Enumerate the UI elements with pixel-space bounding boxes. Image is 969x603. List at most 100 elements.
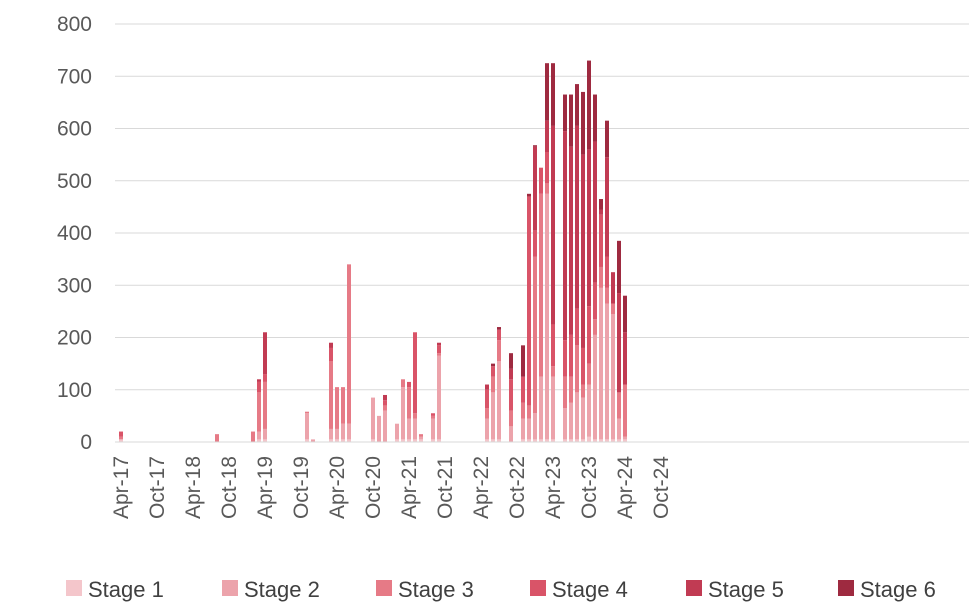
x-tick-label: Oct-23 — [578, 456, 601, 519]
bar-stack — [497, 327, 501, 442]
bar-segment — [611, 439, 615, 442]
bar-segment — [377, 415, 381, 442]
bar-segment — [491, 376, 495, 393]
bar-segment — [509, 353, 513, 369]
bar-segment — [419, 434, 423, 437]
bar-segment — [599, 266, 603, 288]
bar-segment — [533, 230, 537, 257]
bar-segment — [383, 394, 387, 401]
bar-segment — [431, 418, 435, 440]
bar-segment — [119, 431, 123, 437]
bar-segment — [545, 120, 549, 153]
bar-segment — [527, 418, 531, 440]
bar-segment — [431, 413, 435, 416]
bar-segment — [593, 141, 597, 283]
bar-stack — [419, 434, 423, 442]
bar-segment — [509, 379, 513, 411]
bar-segment — [617, 418, 621, 440]
bar-segment — [437, 439, 441, 442]
bar-segment — [527, 405, 531, 419]
bar-segment — [413, 332, 417, 414]
bar-segment — [611, 313, 615, 440]
bar-segment — [329, 347, 333, 362]
x-tick-label: Oct-18 — [218, 456, 241, 519]
bar-segment — [485, 439, 489, 442]
bar-segment — [605, 287, 609, 304]
bar-segment — [533, 146, 537, 231]
bar-stack — [545, 63, 549, 442]
bar-segment — [407, 418, 411, 440]
bar-segment — [551, 63, 555, 126]
bar-segment — [119, 439, 123, 442]
legend-swatch — [838, 580, 854, 596]
x-tick-label: Apr-24 — [614, 456, 637, 519]
bar-segment — [623, 436, 627, 440]
bar-segment — [491, 392, 495, 440]
bar-segment — [569, 94, 573, 147]
bar-stack — [533, 145, 537, 442]
bar-segment — [545, 152, 549, 184]
bar-stack — [305, 411, 309, 442]
bar-stack — [347, 264, 351, 442]
bar-segment — [563, 408, 567, 440]
bar-segment — [569, 146, 573, 335]
y-tick-label: 700 — [57, 65, 92, 88]
legend: Stage 1 Stage 2 Stage 3 Stage 4 Stage 5 Stage… — [66, 577, 936, 602]
bar-segment — [329, 342, 333, 348]
bar-segment — [305, 411, 309, 414]
bar-segment — [539, 193, 543, 377]
bar-stack — [563, 94, 567, 442]
bar-segment — [257, 379, 261, 382]
bar-segment — [341, 387, 345, 424]
bar-segment — [257, 431, 261, 440]
bar-segment — [335, 387, 339, 429]
bar-segment — [623, 295, 627, 333]
bar-stack — [257, 379, 261, 442]
bar-stack — [341, 387, 345, 442]
y-tick-label: 600 — [57, 118, 92, 141]
bar-segment — [341, 423, 345, 440]
bar-segment — [395, 423, 399, 440]
bar-segment — [491, 366, 495, 377]
bar-segment — [401, 387, 405, 440]
bar-stack — [407, 381, 411, 442]
y-tick-label: 800 — [57, 13, 92, 36]
bar-stack — [539, 167, 543, 442]
legend-label: Stage 5 — [708, 577, 784, 602]
bar-stack — [485, 384, 489, 442]
bar-segment — [215, 434, 219, 442]
bar-segment — [587, 149, 591, 307]
legend-swatch — [686, 580, 702, 596]
bar-segment — [623, 439, 627, 442]
bar-stack — [413, 332, 417, 442]
bar-segment — [263, 374, 267, 382]
x-tick-label: Oct-22 — [506, 456, 529, 519]
bar-segment — [305, 439, 309, 442]
bar-segment — [623, 332, 627, 385]
legend-label: Stage 4 — [552, 577, 628, 602]
bar-stack — [383, 394, 387, 442]
x-tick-label: Oct-19 — [290, 456, 313, 519]
bar-segment — [617, 293, 621, 393]
bar-segment — [395, 439, 399, 442]
bar-segment — [257, 392, 261, 432]
bar-segment — [599, 209, 603, 215]
x-tick-label: Oct-24 — [650, 456, 673, 519]
bar-segment — [599, 214, 603, 267]
bar-segment — [587, 436, 591, 442]
legend-label: Stage 2 — [244, 577, 320, 602]
bar-segment — [617, 439, 621, 442]
bar-segment — [383, 400, 387, 406]
x-tick-label: Apr-23 — [542, 456, 565, 519]
bar-segment — [593, 319, 597, 335]
bar-segment — [551, 125, 555, 325]
bar-segment — [251, 431, 255, 442]
bar-segment — [569, 376, 573, 403]
bar-segment — [581, 91, 585, 155]
bar-segment — [593, 94, 597, 142]
y-tick-label: 200 — [57, 327, 92, 350]
bar-segment — [575, 439, 579, 442]
bar-segment — [569, 334, 573, 377]
bar-stack — [401, 379, 405, 442]
